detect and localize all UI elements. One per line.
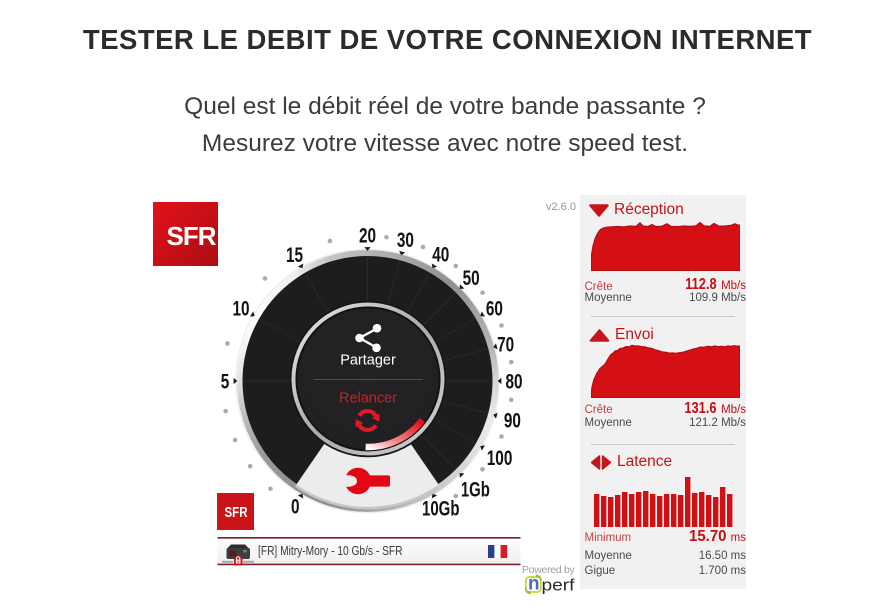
svg-text:[FR] Mitry-Mory - 10 Gb/s - SF: [FR] Mitry-Mory - 10 Gb/s - SFR [258,543,403,558]
svg-text:10: 10 [233,297,250,321]
svg-text:30: 30 [397,228,414,252]
svg-text:80: 80 [505,370,522,394]
svg-text:0: 0 [291,495,300,519]
svg-text:40: 40 [432,243,449,267]
svg-text:20: 20 [359,224,376,248]
svg-text:SFR: SFR [225,504,248,521]
svg-text:100: 100 [487,446,513,470]
svg-text:perf: perf [542,576,575,594]
svg-text:15: 15 [286,243,303,267]
svg-text:90: 90 [504,408,521,432]
svg-text:Partager: Partager [340,353,396,369]
svg-text:5: 5 [221,370,230,394]
svg-text:Relancer: Relancer [339,391,397,407]
svg-text:SFR: SFR [167,221,217,251]
svg-text:n: n [528,574,540,595]
svg-text:70: 70 [497,333,514,357]
svg-text:10Gb: 10Gb [422,496,460,520]
svg-text:50: 50 [463,266,480,290]
svg-text:1Gb: 1Gb [461,477,490,501]
svg-text:60: 60 [486,296,503,320]
